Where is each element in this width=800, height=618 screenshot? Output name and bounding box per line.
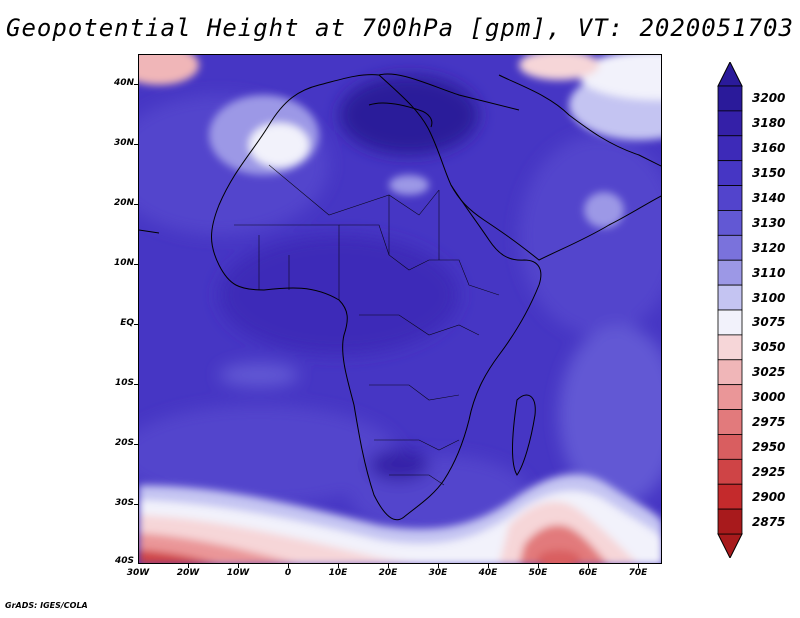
colorbar-swatch [717,309,743,336]
colorbar-swatch [717,234,743,261]
lat-label-30n: 30N [113,138,134,148]
colorbar-level-label: 2925 [752,464,786,479]
lat-label-40s: 40S [114,556,134,566]
colorbar-swatch [717,409,743,435]
colorbar-level-label: 3180 [752,116,786,131]
lat-tick [134,144,138,145]
lat-label-30s: 30S [114,498,134,508]
lon-label-40e: 40E [478,568,498,578]
map-title: Geopotential Height at 700hPa [gpm], VT:… [6,14,794,42]
colorbar-graphic [717,62,743,558]
colorbar-level-label: 3075 [752,315,786,330]
lat-tick [134,84,138,85]
colorbar-level-label: 3025 [752,365,786,380]
lon-label-10e: 10E [328,568,348,578]
lon-label-30e: 30E [428,568,448,578]
lon-label-0: 0 [284,568,292,578]
colorbar-swatch [717,284,743,311]
lat-label-20s: 20S [114,438,134,448]
lat-tick [134,324,138,325]
colorbar-level-label: 3160 [752,141,786,156]
footer-credit: GrADS: IGES/COLA [5,601,88,610]
colorbar-swatch [717,508,743,535]
lat-tick [134,444,138,445]
country-borders [234,164,500,486]
lon-tick [538,564,539,568]
colorbar-swatch [717,434,743,460]
lon-tick [188,564,189,568]
lat-tick [134,204,138,205]
colorbar-swatch [717,110,743,137]
lon-tick [388,564,389,568]
lat-tick [134,504,138,505]
colorbar-swatch [717,384,743,410]
colorbar-swatch [717,483,743,510]
colorbar-swatch [717,85,743,112]
lon-label-10w: 10W [226,568,250,578]
lon-label-70e: 70E [628,568,648,578]
lon-label-20e: 20E [378,568,398,578]
coastlines [139,73,661,521]
lon-tick [338,564,339,568]
lat-label-40n: 40N [113,78,134,88]
colorbar-level-label: 3150 [752,166,786,181]
colorbar-level-label: 3110 [752,265,786,280]
colorbar-level-label: 2950 [752,439,786,454]
colorbar-bottom-arrow [717,533,743,558]
colorbar-level-label: 3050 [752,340,786,355]
colorbar-level-label: 3130 [752,215,786,230]
lon-tick [288,564,289,568]
lon-tick [238,564,239,568]
colorbar-swatch [717,334,743,361]
colorbar-level-label: 3000 [752,390,786,405]
colorbar-level-label: 2975 [752,415,786,429]
colorbar-swatch [717,135,743,162]
lat-label-eq: EQ [120,318,134,328]
lon-label-30w: 30W [126,568,150,578]
lon-tick [438,564,439,568]
colorbar-swatch [717,210,743,236]
colorbar-level-label: 2900 [752,489,786,504]
map-panel [138,54,662,564]
lon-label-60e: 60E [578,568,598,578]
colorbar-level-label: 3120 [752,240,786,255]
colorbar-level-label: 3140 [752,191,786,205]
colorbar-level-label: 2875 [752,514,786,529]
colorbar-swatch [717,160,743,186]
lon-tick [638,564,639,568]
lat-tick [134,264,138,265]
lon-label-50e: 50E [528,568,548,578]
colorbar-top-arrow [717,62,743,87]
colorbar-swatch [717,259,743,286]
colorbar-level-label: 3200 [752,91,786,106]
lat-tick [134,384,138,385]
lat-label-10n: 10N [113,258,134,268]
lon-tick [588,564,589,568]
colorbar: 3200 3180 3160 3150 3140 3130 3120 3110 3100 3075… [714,62,800,558]
height-field-map [139,55,661,563]
colorbar-swatch [717,185,743,211]
colorbar-level-label: 3100 [752,290,786,305]
colorbar-swatch [717,359,743,386]
lon-label-20w: 20W [176,568,200,578]
colorbar-swatch [717,458,743,485]
lat-label-10s: 10S [114,378,134,388]
lat-label-20n: 20N [113,198,134,208]
lon-tick [488,564,489,568]
